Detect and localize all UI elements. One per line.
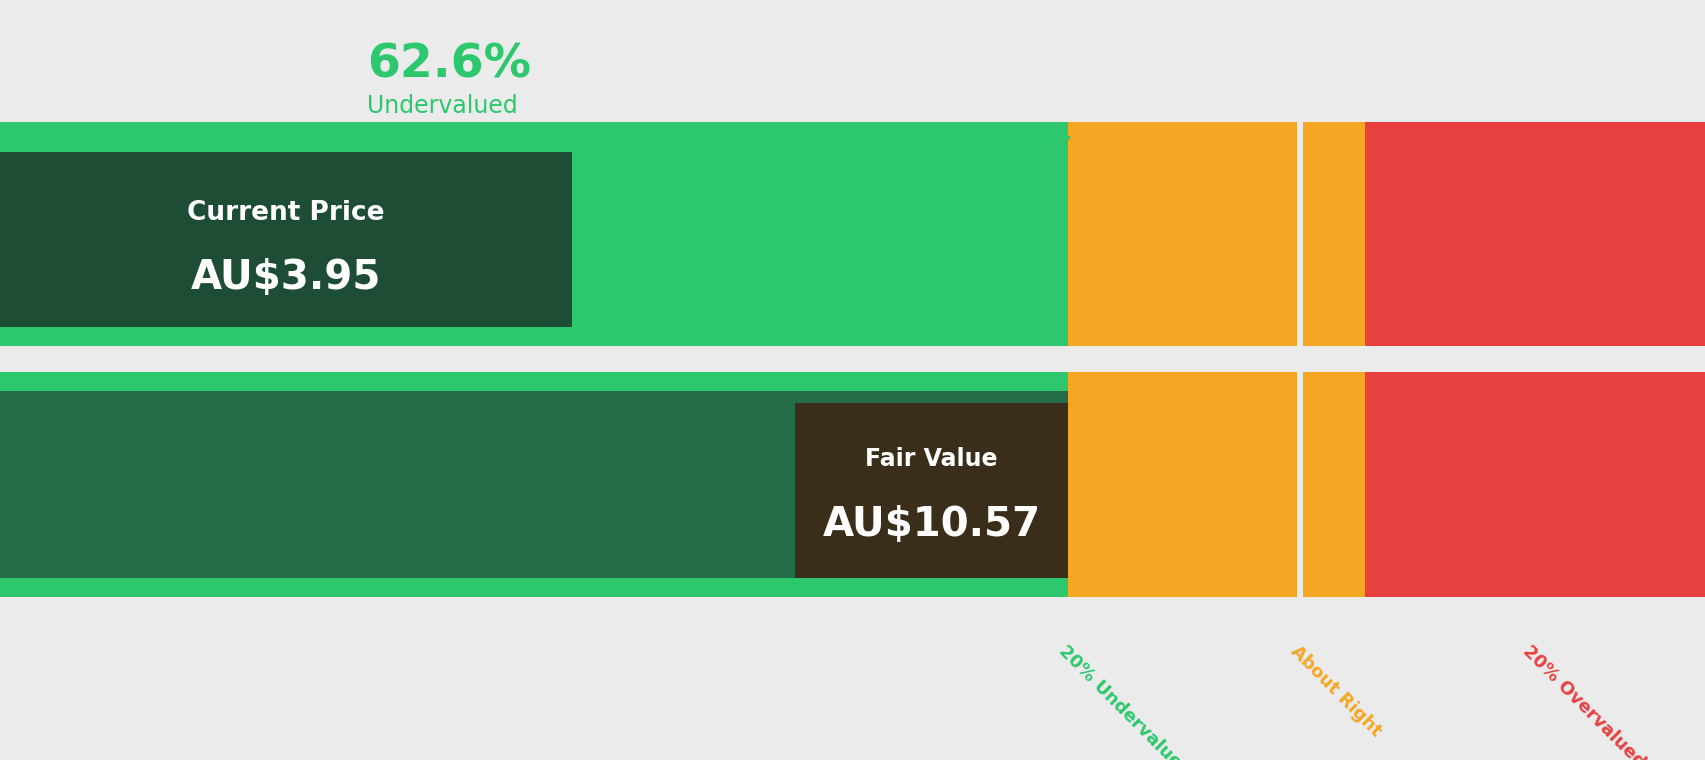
Text: Undervalued: Undervalued [367,94,517,119]
Bar [0,391,1067,578]
Text: Fair Value: Fair Value [864,447,997,470]
Bar [795,403,1067,578]
Bar [0,372,1067,597]
Text: About Right: About Right [1287,642,1384,740]
Bar [1364,122,1705,346]
Text: 20% Undervalued: 20% Undervalued [1055,642,1194,760]
Bar [0,122,1067,346]
Text: AU$10.57: AU$10.57 [822,505,1040,545]
Bar [1067,372,1364,597]
Bar [1067,122,1364,346]
Bar [0,141,1067,327]
Bar [0,152,571,327]
Bar [1364,372,1705,597]
Text: 62.6%: 62.6% [367,42,530,87]
Bar [1296,372,1303,597]
Text: 20% Overvalued: 20% Overvalued [1519,642,1647,760]
Bar [1296,122,1303,346]
Text: Current Price: Current Price [188,200,384,226]
Text: AU$3.95: AU$3.95 [191,258,380,298]
